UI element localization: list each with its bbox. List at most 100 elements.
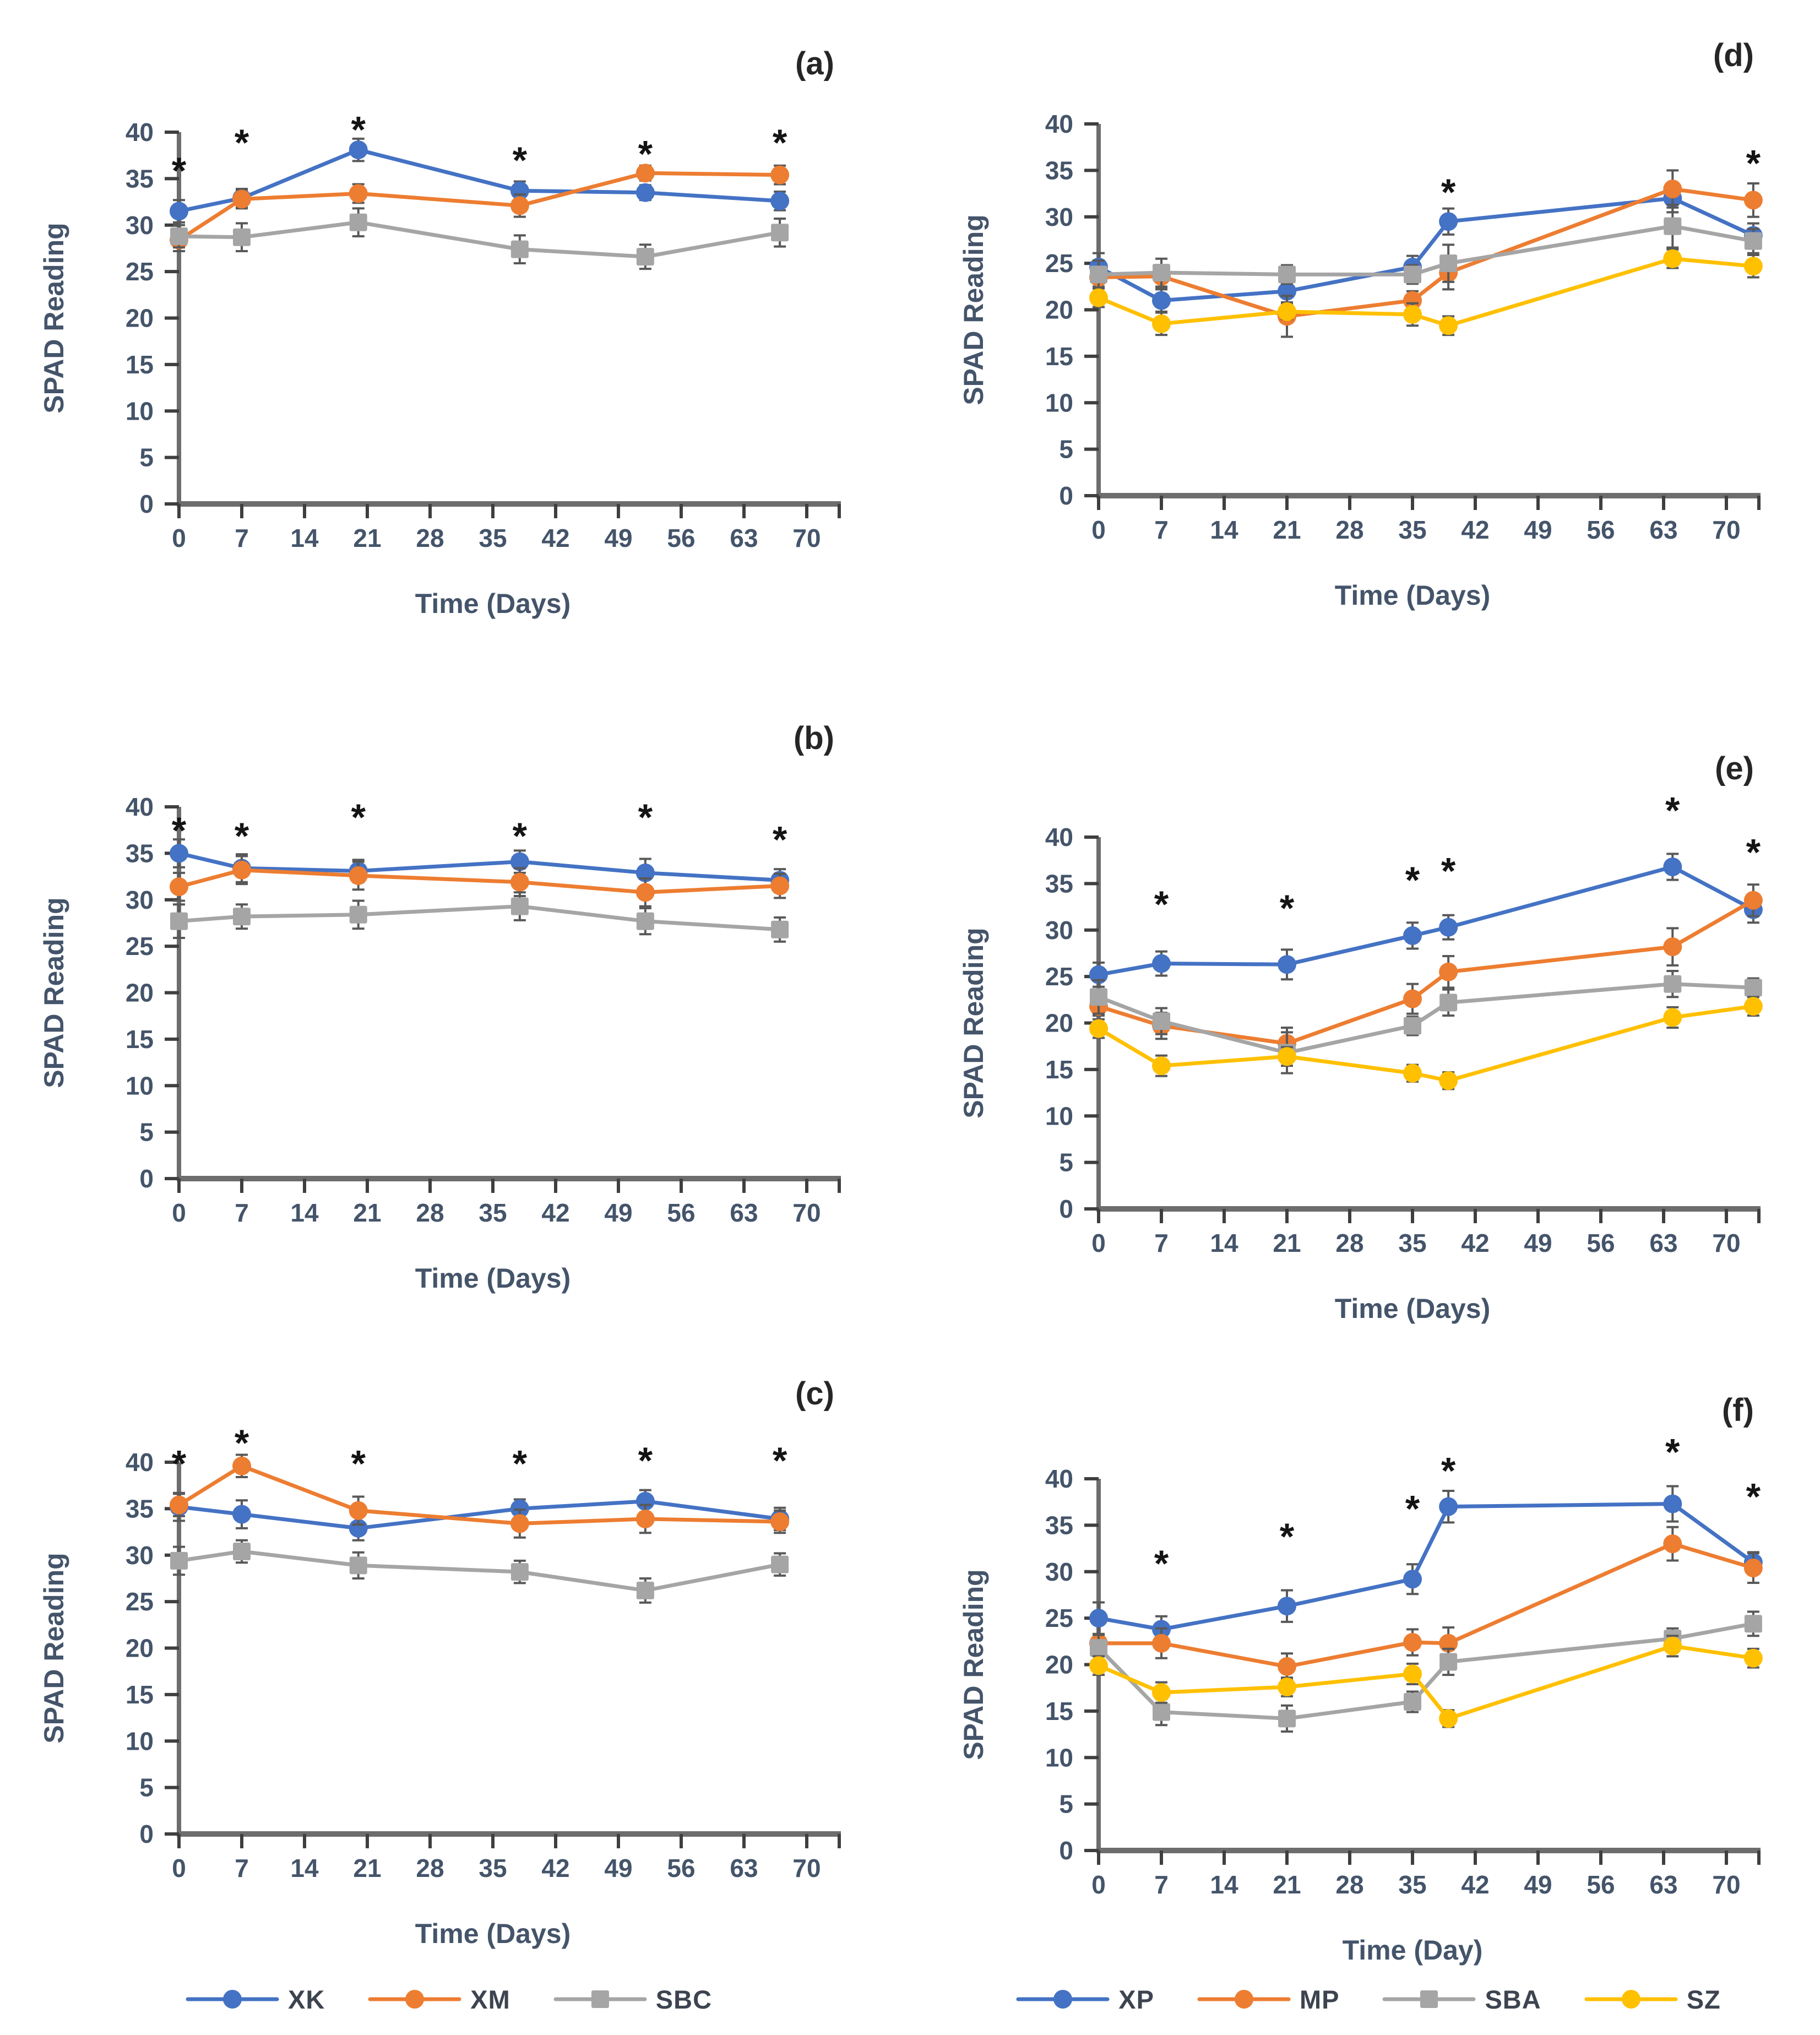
x-tick-label: 63 [1649,515,1677,544]
series-SBC-markers [170,213,789,266]
data-point-marker [349,140,368,160]
data-point-marker [232,1456,251,1475]
data-point-marker [1439,316,1458,335]
significance-asterisk: * [1405,1488,1420,1530]
x-tick-label: 0 [172,524,186,552]
x-tick-label: 0 [172,1854,186,1882]
series-SBA-line [1096,1621,1756,1721]
y-tick-label: 0 [139,1164,154,1193]
data-point-marker [510,196,529,215]
legend-label: XP [1118,1984,1154,2014]
legend-marker-MP [1197,1990,1291,2009]
data-point-marker [232,860,251,880]
data-point-marker [1439,212,1458,231]
data-point-marker [1663,1494,1682,1513]
legend-item-SBC: SBC [553,1982,712,2017]
legend-marker-shape [222,1990,242,2009]
series-SBA-line [1096,982,1756,1055]
significance-asterisk: * [351,1442,366,1484]
y-tick-label: 40 [1045,110,1073,138]
y-tick-label: 30 [126,886,154,914]
y-axis-title: SPAD Reading [958,1569,989,1760]
x-tick-label: 35 [479,524,507,552]
data-point-marker [510,1514,529,1533]
y-tick-label: 15 [126,1680,154,1709]
legend-label: XM [470,1984,510,2014]
y-tick-label: 10 [1045,388,1073,417]
data-point-marker [1403,305,1422,324]
y-tick-label: 35 [1045,1511,1073,1539]
series-SBC-line [177,1549,782,1593]
legend-item-SZ: SZ [1584,1982,1721,2017]
y-tick-label: 10 [126,1071,154,1100]
significance-asterisk: * [1280,1516,1295,1558]
series-XM-markers [170,164,790,249]
y-tick-label: 20 [126,304,154,333]
x-tick-label: 35 [479,1198,507,1227]
x-tick-label: 21 [353,1854,381,1882]
significance-asterisk: * [773,819,787,861]
x-axis-title: Time (Days) [415,1263,571,1294]
data-point-marker [349,184,368,203]
legend-marker-XM [368,1990,461,2009]
series-XP-line [1096,196,1756,303]
chart-panel-c: 0 5 10 15 20 25 30 35 40 0 7 14 21 28 35 42 49 56 63 70 Time… [19,1344,878,1994]
data-point-marker [1403,1633,1422,1652]
x-axis-title: Time (Days) [1335,1293,1491,1324]
data-point-marker [770,165,790,184]
data-point-marker [1153,1012,1170,1030]
legend-item-XK: XK [186,1982,325,2017]
data-point-marker [1663,1008,1682,1027]
data-point-marker [1152,954,1171,973]
significance-asterisk: * [513,815,528,857]
data-point-marker [1663,1534,1682,1554]
series-XK-line [177,148,782,213]
data-point-marker [510,897,529,915]
x-tick-label: 42 [541,1198,569,1227]
x-tick-label: 28 [416,524,444,552]
y-tick-label: 5 [1059,435,1073,464]
x-tick-label: 63 [1649,1229,1677,1257]
y-tick-label: 0 [1059,1836,1073,1865]
y-axis-title: SPAD Reading [39,1553,69,1743]
data-point-marker [1278,1710,1296,1728]
data-point-marker [170,227,188,245]
data-point-marker [1089,1656,1108,1675]
data-point-marker [233,908,251,926]
x-tick-label: 42 [1461,1870,1489,1899]
data-point-marker [1404,1693,1421,1711]
y-tick-label: 10 [1045,1101,1073,1130]
y-tick-label: 30 [1045,1558,1073,1586]
data-point-marker [170,1551,188,1570]
data-point-marker [1403,291,1422,310]
chart-d-svg: 0 5 10 15 20 25 30 35 40 0 7 14 21 28 35 42 49 56 63 70 Time… [958,37,1763,611]
data-point-marker [636,912,654,930]
series-XK-line [177,851,782,882]
data-point-marker [1152,314,1171,333]
legend-marker-shape [1420,1990,1438,2008]
data-point-marker [170,844,188,863]
y-axis-title: SPAD Reading [39,223,69,413]
significance-asterisk: * [1746,1476,1761,1518]
x-tick-label: 7 [1154,515,1169,544]
x-tick-label: 0 [1091,1870,1106,1899]
x-tick-label: 49 [604,1854,632,1882]
data-point-marker [771,1555,789,1573]
data-point-marker [1743,257,1763,276]
data-point-marker [1439,1709,1458,1728]
y-tick-label: 30 [1045,203,1073,231]
series-XM-markers [170,860,790,902]
significance-asterisk: * [638,133,653,175]
significance-asterisk: * [235,815,249,857]
y-tick-label: 25 [1045,962,1073,991]
data-point-marker [170,1495,188,1515]
data-point-marker [510,852,529,871]
y-tick-label: 20 [1045,1651,1073,1679]
series-XM-markers [170,1456,790,1533]
data-point-marker [1090,265,1107,284]
data-point-marker [1663,858,1682,876]
data-point-marker [1439,962,1458,981]
x-tick-label: 49 [604,524,632,552]
significance-asterisk: * [773,122,787,164]
y-axis-title: SPAD Reading [39,897,69,1088]
